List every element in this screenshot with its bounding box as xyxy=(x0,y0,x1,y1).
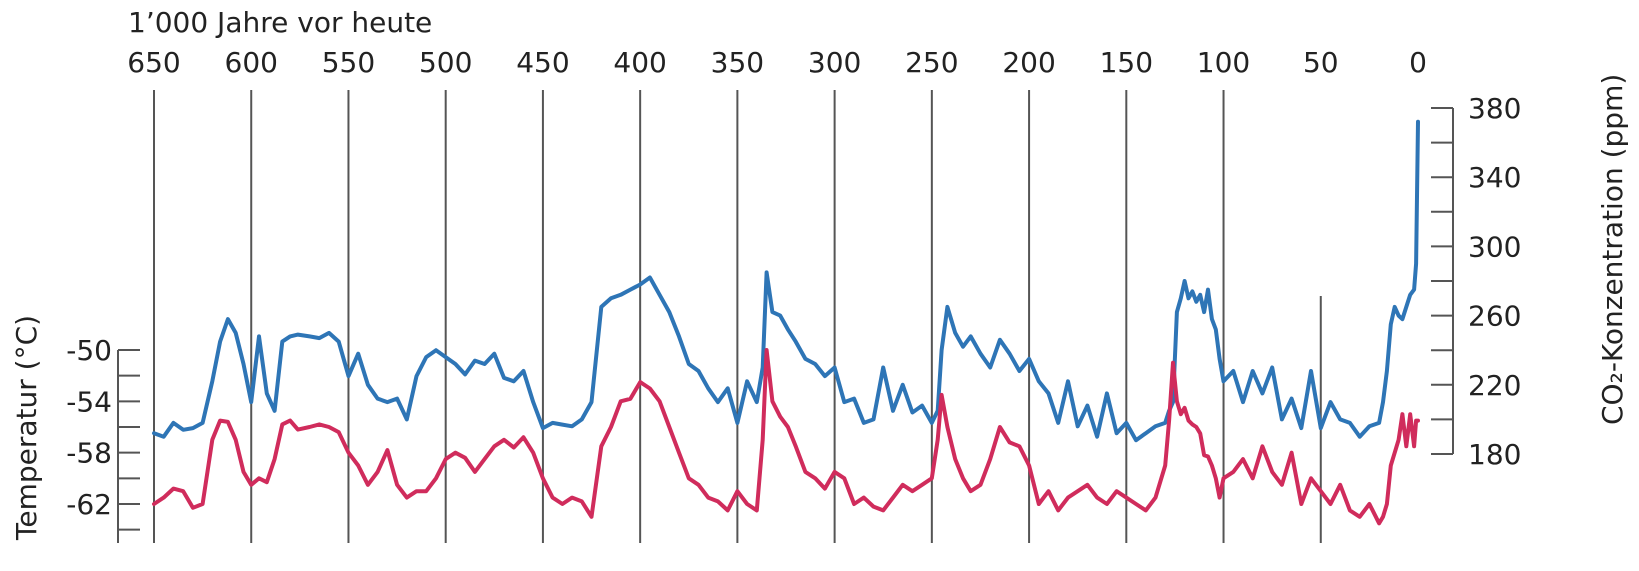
right-tick-label: 220 xyxy=(1468,369,1521,402)
temperature-series-line xyxy=(152,348,1420,526)
x-tick-label: 100 xyxy=(1197,46,1250,79)
x-tick-label: 400 xyxy=(613,46,666,79)
co2-series-line xyxy=(152,119,1420,443)
x-tick-label: 250 xyxy=(905,46,958,79)
x-axis-ticks: 650 600 550 500 450 400 350 300 250 200 150 100 50 0 xyxy=(127,46,1427,79)
left-tick-label: -54 xyxy=(66,385,112,418)
x-tick-label: 300 xyxy=(808,46,861,79)
left-tick-label: -50 xyxy=(66,334,112,367)
x-tick-label: 350 xyxy=(711,46,764,79)
x-tick-label: 150 xyxy=(1100,46,1153,79)
right-tick-label: 340 xyxy=(1468,161,1521,194)
vertical-gridlines xyxy=(153,90,1322,543)
right-tick-label: 260 xyxy=(1468,300,1521,333)
right-axis-title: CO₂-Konzentration (ppm) xyxy=(1596,74,1629,425)
x-tick-label: 500 xyxy=(419,46,472,79)
x-tick-label: 550 xyxy=(322,46,375,79)
x-tick-label: 650 xyxy=(127,46,180,79)
x-axis-title: 1’000 Jahre vor heute xyxy=(128,6,432,39)
right-co2-axis: 380 340 300 260 220 180 xyxy=(1431,92,1521,471)
left-tick-label: -58 xyxy=(66,437,112,470)
x-tick-label: 50 xyxy=(1303,46,1339,79)
x-tick-label: 450 xyxy=(516,46,569,79)
x-tick-label: 600 xyxy=(225,46,278,79)
right-tick-label: 180 xyxy=(1468,438,1521,471)
right-tick-label: 380 xyxy=(1468,92,1521,125)
x-tick-label: 0 xyxy=(1409,46,1427,79)
left-axis-title: Temperatur (°C) xyxy=(10,315,43,541)
left-tick-label: -62 xyxy=(66,488,112,521)
data-series xyxy=(152,119,1420,526)
x-tick-label: 200 xyxy=(1002,46,1055,79)
right-tick-label: 300 xyxy=(1468,230,1521,263)
left-temperature-axis: -50 -54 -58 -62 xyxy=(66,334,140,543)
